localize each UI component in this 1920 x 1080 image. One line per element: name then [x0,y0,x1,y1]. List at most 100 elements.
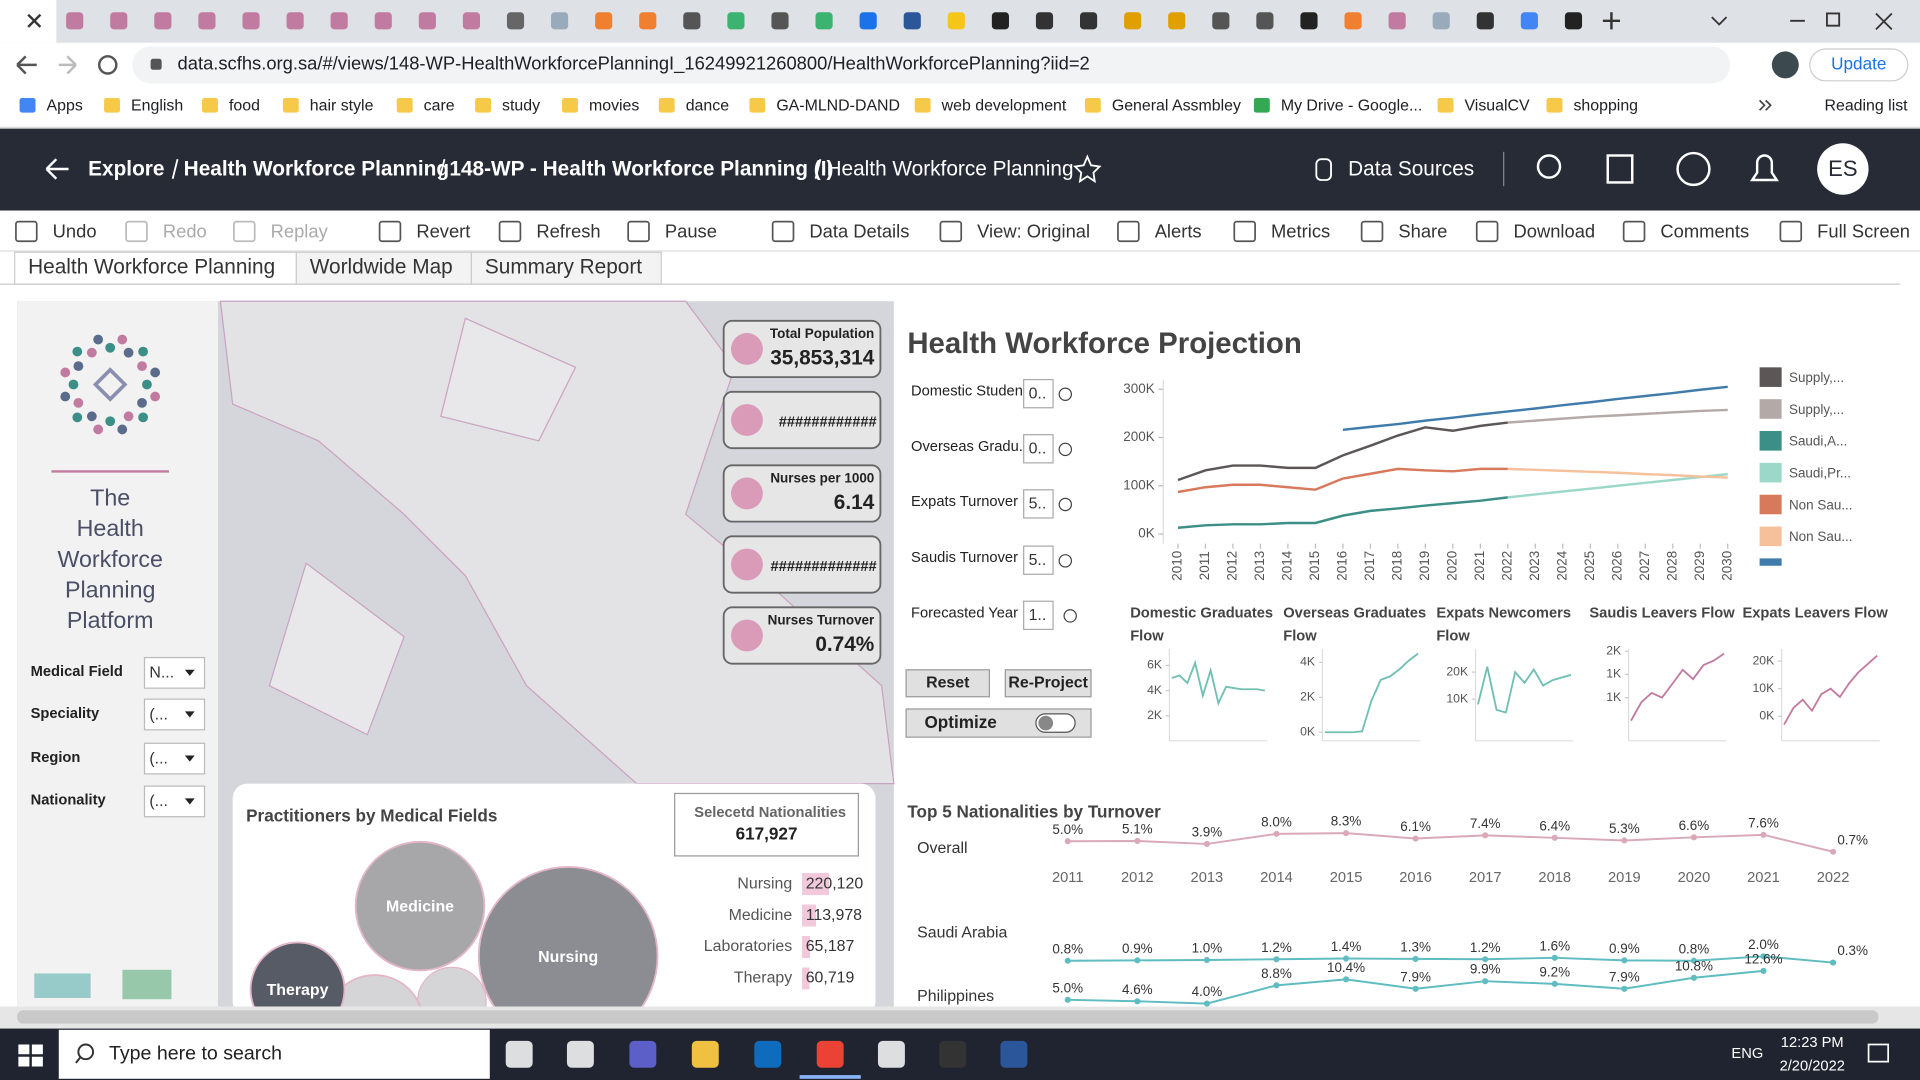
legend-swatch[interactable] [1760,463,1782,483]
tab-icon[interactable] [331,12,348,29]
parameter-radio[interactable] [1059,555,1071,567]
legend-swatch[interactable] [1760,431,1782,451]
row-point [1204,841,1210,847]
parameter-radio[interactable] [1059,443,1071,455]
tab-icon[interactable] [1300,12,1317,29]
tab-icon[interactable] [860,12,877,29]
tab-icon[interactable] [771,12,788,29]
tab-icon[interactable] [1433,12,1450,29]
toolbar-button[interactable]: Redo [163,220,207,241]
bookmark[interactable]: VisualCV [1464,98,1530,115]
tab-icon[interactable] [1389,12,1406,29]
scroll-thumb[interactable] [17,1010,1878,1023]
taskbar-app[interactable] [878,1041,905,1068]
toolbar-button[interactable]: Data Details [809,220,909,241]
bookmark[interactable]: My Drive - Google... [1281,98,1422,115]
legend-swatch[interactable] [1760,399,1782,419]
tab-icon[interactable] [154,12,171,29]
tab-icon[interactable] [727,12,744,29]
tab-icon[interactable] [1080,12,1097,29]
bookmark[interactable]: shopping [1573,98,1638,115]
tab-icon[interactable] [463,12,480,29]
profile[interactable] [1772,51,1799,78]
row-label: Saudi Arabia [917,924,1007,941]
parameter-radio[interactable] [1059,498,1071,510]
logo-dot [124,411,134,421]
active-tab[interactable] [0,0,56,43]
breadcrumb[interactable]: Health Workforce Planning [184,158,449,181]
bookmark[interactable]: movies [589,98,639,115]
tab-icon[interactable] [1036,12,1053,29]
bookmark[interactable]: care [424,98,455,115]
filter-value: (... [149,793,168,810]
taskbar-app[interactable] [754,1041,781,1068]
bookmark[interactable]: General Assmbley [1112,98,1241,115]
bookmark[interactable]: English [131,98,183,115]
toolbar-button[interactable]: Refresh [536,220,600,241]
tab-icon[interactable] [992,12,1009,29]
tab-icon[interactable] [948,12,965,29]
tab-icon[interactable] [1521,12,1538,29]
taskbar-app[interactable] [567,1041,594,1068]
bookmark[interactable]: hair style [310,98,374,115]
tab-icon[interactable] [242,12,259,29]
toolbar-button[interactable]: Undo [53,220,97,241]
taskbar-app[interactable] [939,1041,966,1068]
legend-swatch[interactable] [1760,367,1782,387]
taskbar-app[interactable] [1000,1041,1027,1068]
logo-dot [138,412,148,422]
toolbar-button[interactable]: Share [1398,220,1447,241]
bookmark[interactable]: Apps [47,98,83,115]
tab-icon[interactable] [816,12,833,29]
tab-icon[interactable] [1168,12,1185,29]
flow-tick-label: 6K [1147,658,1163,672]
tab-icon[interactable] [1477,12,1494,29]
tab-icon[interactable] [507,12,524,29]
legend-swatch[interactable] [1760,527,1782,547]
logo-dot [150,392,160,402]
parameter-radio[interactable] [1064,610,1076,622]
tab-icon[interactable] [66,12,83,29]
toolbar-button[interactable]: Metrics [1271,220,1330,241]
bookmark[interactable]: GA-MLND-DAND [776,98,900,115]
toolbar-button[interactable]: Download [1513,220,1595,241]
tab-icon[interactable] [110,12,127,29]
tab-icon[interactable] [1565,12,1582,29]
data-sources[interactable]: Data Sources [1348,158,1474,181]
toolbar-button[interactable]: Replay [271,220,329,241]
bookmark[interactable]: web development [941,98,1067,115]
tab-icon[interactable] [551,12,568,29]
breadcrumb[interactable]: Explore [88,158,164,181]
toolbar-button[interactable]: Full Screen [1817,220,1910,241]
bookmark[interactable]: food [229,98,260,115]
tab-icon[interactable] [375,12,392,29]
taskbar-app[interactable] [692,1041,719,1068]
tab-icon[interactable] [1212,12,1229,29]
bookmark[interactable]: study [502,98,540,115]
tab-icon[interactable] [595,12,612,29]
row-value: 4.6% [1122,982,1153,997]
toolbar-button[interactable]: Pause [665,220,717,241]
tab-icon[interactable] [904,12,921,29]
toolbar-button[interactable]: Comments [1660,220,1749,241]
taskbar-app[interactable] [506,1041,533,1068]
toolbar-button[interactable]: Revert [416,220,470,241]
bookmark[interactable]: dance [686,98,729,115]
tab-icon[interactable] [683,12,700,29]
legend-swatch[interactable] [1760,495,1782,515]
tab-icon[interactable] [1256,12,1273,29]
parameter-radio[interactable] [1059,388,1071,400]
taskbar-app[interactable] [817,1041,844,1068]
tab-icon[interactable] [419,12,436,29]
tab-icon[interactable] [1124,12,1141,29]
toolbar-button[interactable]: View: Original [977,220,1090,241]
tab-icon[interactable] [198,12,215,29]
breadcrumb[interactable]: 148-WP - Health Workforce Planning (I) [449,158,833,181]
tab-icon[interactable] [1344,12,1361,29]
toolbar-button[interactable]: Alerts [1155,220,1202,241]
tab-icon[interactable] [639,12,656,29]
tab-icon[interactable] [287,12,304,29]
reading-list[interactable]: Reading list [1824,98,1908,115]
taskbar-app[interactable] [629,1041,656,1068]
bookmark-icon [397,98,413,113]
